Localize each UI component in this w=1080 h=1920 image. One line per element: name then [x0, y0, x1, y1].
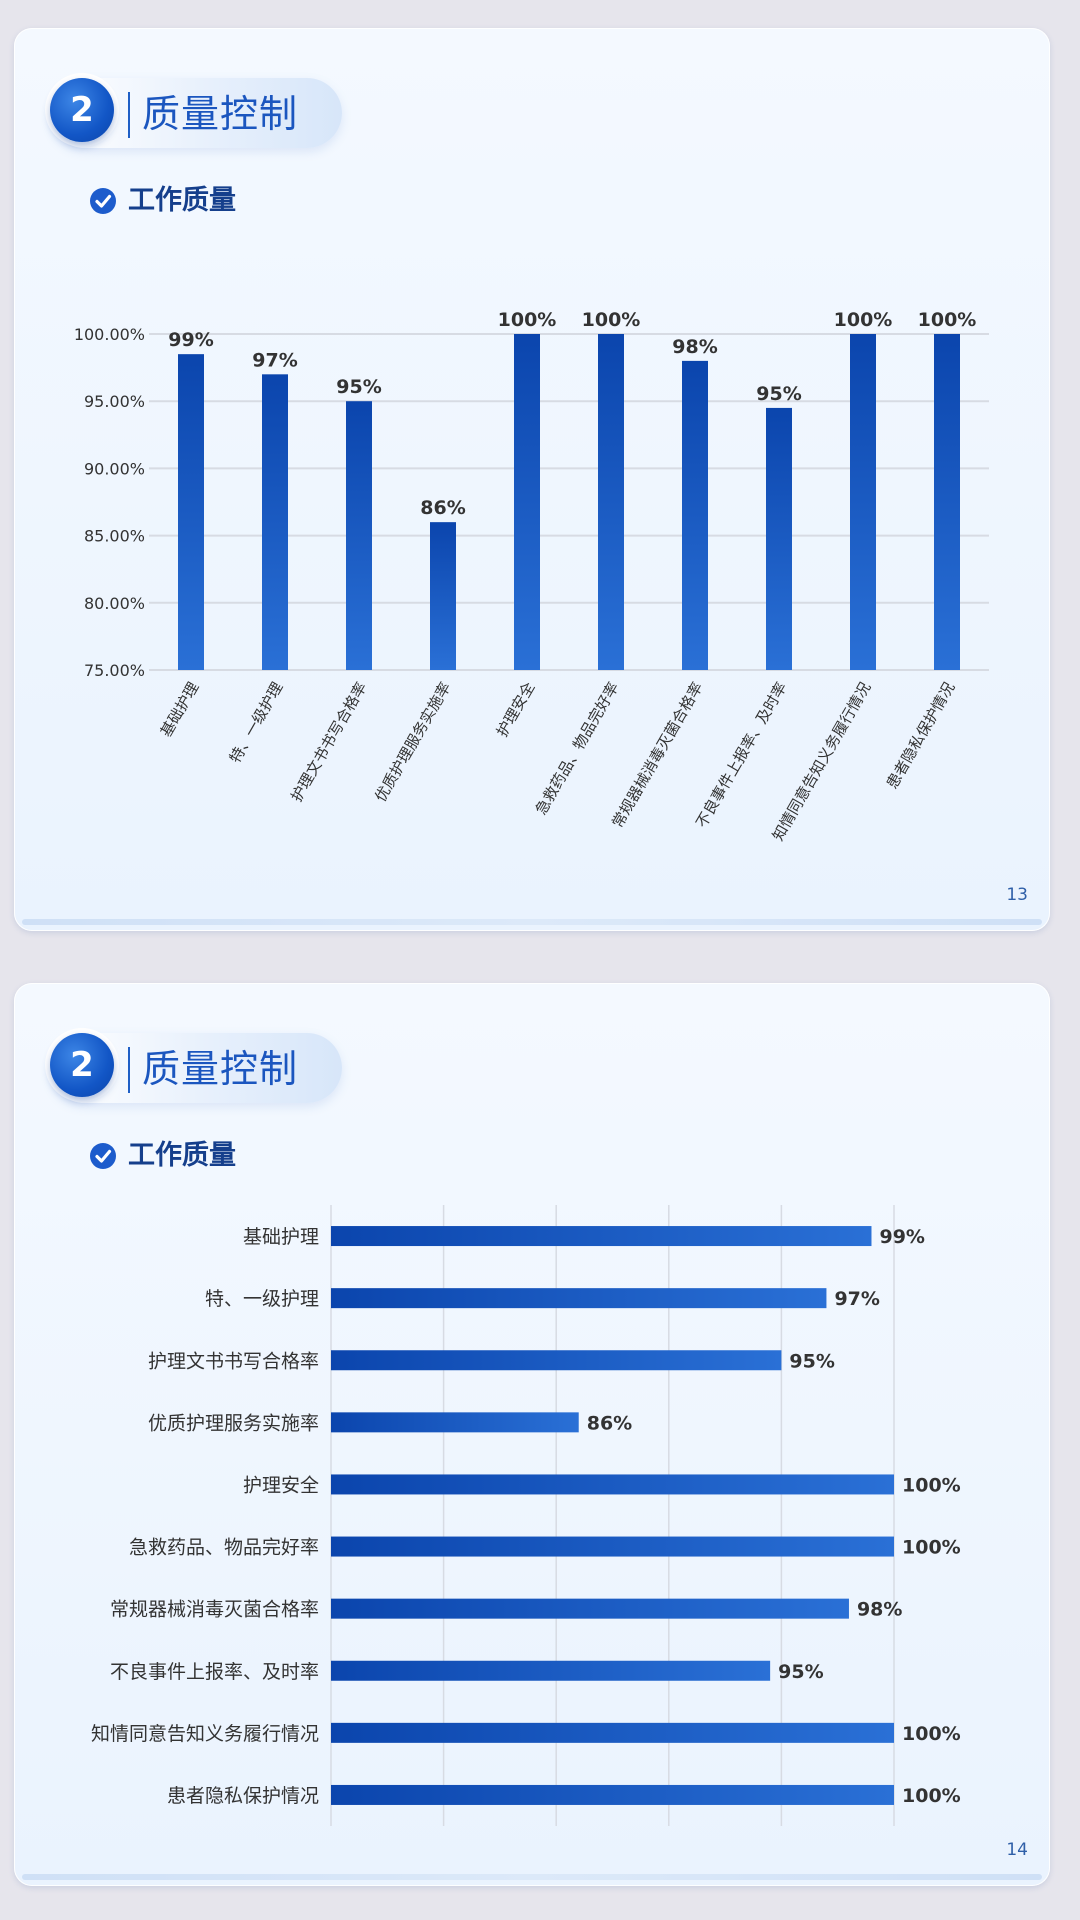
data-label: 99%	[168, 329, 213, 351]
data-label: 100%	[902, 1723, 961, 1745]
bar	[331, 1350, 782, 1371]
data-label: 95%	[778, 1661, 823, 1683]
check-circle-icon	[90, 188, 116, 214]
x-tick-label: 护理安全	[493, 679, 539, 740]
y-tick-label: 85.00%	[84, 527, 145, 546]
data-label: 100%	[902, 1474, 961, 1496]
x-tick-label: 不良事件上报率、及时率	[692, 679, 790, 831]
vertical-bar-chart: 75.00% 80.00% 85.00% 90.00% 95.00% 100.00% 99%…	[74, 309, 989, 844]
y-tick-label: 75.00%	[84, 661, 145, 680]
x-tick-label: 知情同意告知义务履行情况	[769, 679, 875, 844]
y-tick-label: 不良事件上报率、及时率	[110, 1661, 319, 1683]
data-label: 98%	[672, 336, 717, 358]
bar	[934, 334, 960, 670]
x-tick-label: 护理文书书写合格率	[287, 679, 370, 805]
bar	[331, 1412, 579, 1433]
y-tick-label: 护理文书书写合格率	[148, 1350, 319, 1372]
section-number-badge: 2	[50, 78, 114, 142]
bar	[682, 360, 708, 670]
x-tick-label: 基础护理	[157, 679, 203, 740]
y-tick-label: 80.00%	[84, 594, 145, 613]
bar	[514, 334, 540, 670]
data-label: 95%	[756, 383, 801, 405]
data-label: 100%	[902, 1537, 961, 1559]
subtitle: 工作质量	[128, 185, 236, 216]
bar	[766, 407, 792, 670]
data-label: 95%	[789, 1350, 834, 1372]
horizontal-bar-chart: 99% 基础护理 97% 特、一级护理 95% 护理文书书写合格率 86% 优质护理服务实施率…	[91, 1205, 961, 1826]
x-tick-label: 优质护理服务实施率	[371, 679, 454, 805]
bar	[598, 334, 624, 670]
subtitle: 工作质量	[128, 1140, 236, 1171]
section-title: 质量控制	[142, 92, 299, 136]
y-tick-label: 优质护理服务实施率	[148, 1412, 319, 1434]
title-divider	[128, 92, 130, 138]
title-divider	[128, 1047, 130, 1093]
y-tick-label: 特、一级护理	[205, 1288, 319, 1310]
x-tick-label: 患者隐私保护情况	[883, 679, 959, 792]
y-tick-label: 95.00%	[84, 392, 145, 411]
data-label: 86%	[587, 1412, 632, 1434]
data-label: 100%	[834, 309, 893, 331]
x-tick-label: 特、一级护理	[226, 679, 287, 766]
data-label: 99%	[879, 1226, 924, 1248]
bar	[430, 522, 456, 670]
bar	[331, 1598, 849, 1619]
bar	[331, 1288, 827, 1309]
data-label: 100%	[582, 309, 641, 331]
bar	[850, 334, 876, 670]
section-number-badge: 2	[50, 1033, 114, 1097]
bar	[331, 1660, 771, 1681]
bar	[262, 374, 288, 670]
bar	[178, 354, 204, 670]
y-tick-label: 护理安全	[243, 1474, 319, 1496]
bar	[331, 1536, 894, 1557]
data-label: 98%	[857, 1599, 902, 1621]
section-title: 质量控制	[142, 1047, 299, 1091]
bar	[331, 1474, 894, 1495]
slide-13: 2 质量控制 工作质量 75.00% 80.00% 85.00% 90.00% 95.0…	[14, 28, 1050, 931]
bar	[331, 1226, 872, 1247]
bar	[331, 1722, 894, 1743]
y-tick-label: 基础护理	[243, 1226, 319, 1248]
y-tick-label: 常规器械消毒灭菌合格率	[110, 1599, 319, 1621]
data-label: 97%	[834, 1288, 879, 1310]
bar	[346, 401, 372, 670]
x-tick-label: 常规器械消毒灭菌合格率	[608, 679, 706, 831]
slide-14: 2 质量控制 工作质量 99% 基础护理 97% 特、一级护理 95% 护理文书书写合格率…	[14, 983, 1050, 1886]
page-number: 13	[1006, 885, 1028, 905]
page-number: 14	[1006, 1840, 1028, 1860]
data-label: 100%	[498, 309, 557, 331]
data-label: 97%	[252, 349, 297, 371]
data-label: 100%	[918, 309, 977, 331]
data-label: 95%	[336, 376, 381, 398]
bar	[331, 1784, 894, 1805]
y-tick-label: 知情同意告知义务履行情况	[91, 1723, 319, 1745]
y-tick-label: 急救药品、物品完好率	[129, 1537, 319, 1559]
y-tick-label: 100.00%	[74, 325, 145, 344]
data-label: 100%	[902, 1785, 961, 1807]
x-tick-label: 急救药品、物品完好率	[532, 679, 623, 818]
y-tick-label: 患者隐私保护情况	[167, 1785, 319, 1807]
data-label: 86%	[420, 497, 465, 519]
check-circle-icon	[90, 1143, 116, 1169]
y-tick-label: 90.00%	[84, 459, 145, 478]
